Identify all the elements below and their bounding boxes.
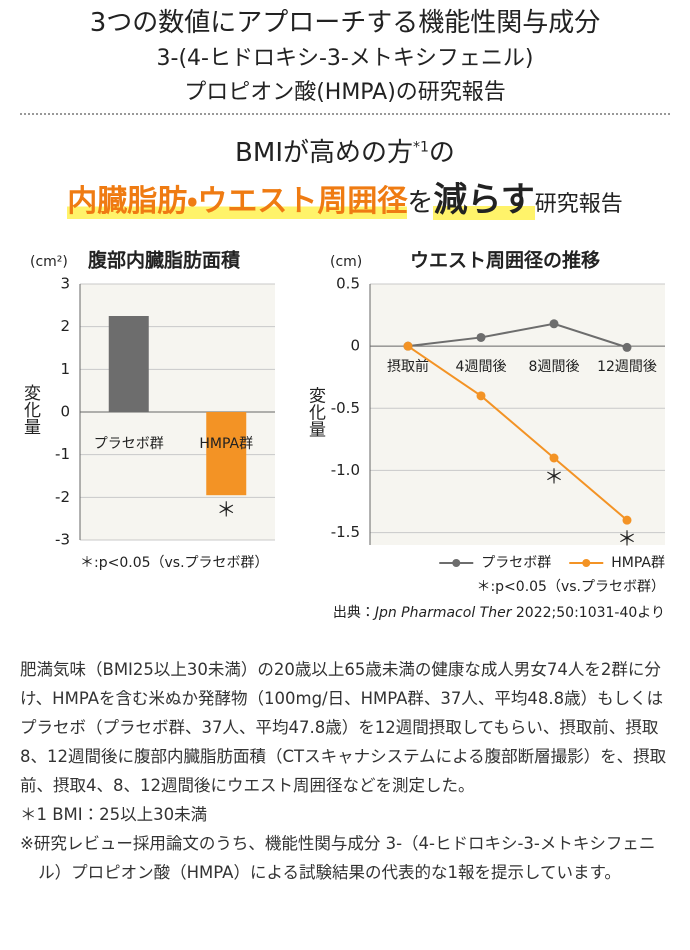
point bbox=[549, 453, 559, 463]
y-tick-label: 0.5 bbox=[336, 275, 360, 293]
unit-label: (cm) bbox=[330, 254, 362, 270]
y-tick-label: -2 bbox=[55, 488, 70, 506]
chart-title: ウエスト周囲径の推移 bbox=[410, 249, 600, 272]
y-tick-label: -0.5 bbox=[331, 399, 360, 417]
title-line: プロピオン酸(HMPA)の研究報告 bbox=[184, 80, 506, 105]
headline-highlight: 減らす bbox=[433, 180, 535, 220]
legend-label: HMPA群 bbox=[611, 555, 665, 571]
source-text: 2022;50:1031-40より bbox=[511, 605, 665, 621]
category-label: 4週間後 bbox=[456, 359, 507, 375]
footnote: ＊:p<0.05（vs.プラセボ群） bbox=[80, 555, 269, 571]
point bbox=[549, 319, 559, 329]
paragraph: 肥満気味（BMI25以上30未満）の20歳以上65歳未満の健康な成人男女74人を… bbox=[20, 660, 667, 795]
headline: 内臓脂肪・ウエスト周囲径を減らす研究報告 bbox=[0, 172, 690, 221]
y-tick-label: -1 bbox=[55, 445, 70, 463]
bar bbox=[206, 412, 247, 496]
significance: ＊ bbox=[544, 465, 564, 489]
y-tick-label: 1 bbox=[60, 360, 70, 378]
source: 出典：Jpn Pharmacol Ther 2022;50:1031-40より bbox=[333, 605, 665, 621]
category-label: 8週間後 bbox=[529, 359, 580, 375]
footnote: ＊:p<0.05（vs.プラセボ群） bbox=[476, 579, 665, 595]
legend-marker bbox=[452, 559, 461, 567]
unit-label: (cm²) bbox=[30, 254, 68, 270]
headline-text: 研究報告 bbox=[534, 192, 623, 217]
title-line: 3-(4-ヒドロキシ-3-メトキシフェニル) bbox=[156, 46, 534, 71]
category-label: プラセボ群 bbox=[94, 436, 164, 452]
note: ※研究レビュー採用論文のうち、機能性関与成分 3-（4-ヒドロキシ-3-メトキシ… bbox=[20, 834, 656, 882]
category-label: HMPA群 bbox=[199, 436, 253, 452]
y-tick-label: 2 bbox=[60, 317, 70, 335]
series-line bbox=[407, 322, 628, 349]
significance: ＊ bbox=[617, 527, 637, 551]
legend-label: プラセボ群 bbox=[481, 555, 551, 571]
title-line: 3つの数値にアプローチする機能性関与成分 bbox=[89, 8, 601, 38]
point bbox=[476, 391, 486, 401]
series-line bbox=[407, 345, 628, 521]
plot-area bbox=[370, 284, 665, 545]
charts: 出典：Jpn Pharmacol Ther 2022;50:1031-40より … bbox=[20, 249, 665, 621]
body: 肥満気味（BMI25以上30未満）の20歳以上65歳未満の健康な成人男女74人を… bbox=[20, 655, 670, 887]
bar bbox=[108, 316, 149, 412]
y-tick-label: 0 bbox=[350, 337, 360, 355]
point bbox=[622, 342, 632, 352]
point bbox=[476, 332, 486, 342]
note: ＊1 BMI：25以上30未満 bbox=[20, 805, 208, 824]
headline-highlight: 内臓脂肪・ウエスト周囲径 bbox=[67, 184, 408, 219]
y-tick-label: 3 bbox=[60, 275, 70, 293]
headline-text: を bbox=[407, 188, 434, 218]
headline-text: BMIが高めの方 bbox=[235, 138, 413, 168]
headline-text: の bbox=[428, 138, 455, 168]
y-axis-label: 変化量 bbox=[305, 386, 326, 437]
point bbox=[622, 515, 632, 525]
category-label: 摂取前 bbox=[387, 358, 429, 375]
y-axis-label: 変化量 bbox=[20, 384, 41, 435]
y-tick-label: 0 bbox=[60, 403, 70, 421]
footnote-ref: *1 bbox=[413, 139, 429, 156]
significance: ＊ bbox=[216, 498, 236, 522]
y-tick-label: -3 bbox=[55, 531, 70, 549]
point bbox=[403, 341, 413, 351]
legend-marker bbox=[582, 559, 591, 567]
source-journal: Jpn Pharmacol Ther bbox=[372, 605, 513, 621]
headline: BMIが高めの方*1の bbox=[0, 132, 690, 169]
y-tick-label: -1.0 bbox=[331, 461, 360, 479]
chart-title: 腹部内臓脂肪面積 bbox=[87, 249, 240, 272]
divider bbox=[20, 113, 670, 115]
y-tick-label: -1.5 bbox=[331, 523, 360, 541]
category-label: 12週間後 bbox=[597, 359, 657, 375]
source-text: 出典： bbox=[333, 605, 375, 621]
